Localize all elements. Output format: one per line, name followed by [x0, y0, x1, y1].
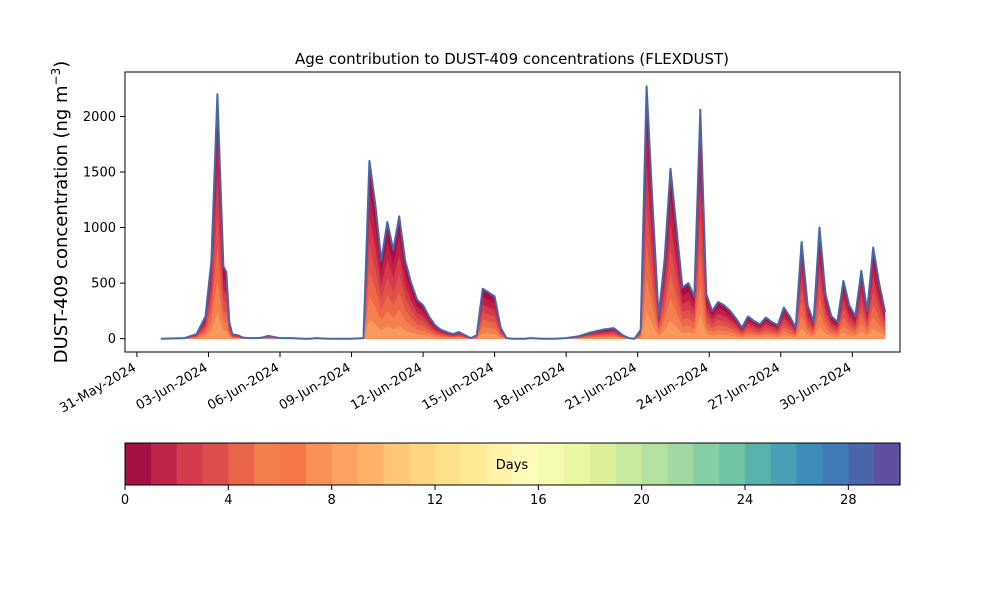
age-layer-5	[160, 278, 886, 339]
colorbar-bin	[796, 443, 824, 485]
colorbar-bin	[305, 443, 333, 485]
x-tick-label: 03-Jun-2024	[134, 360, 211, 413]
colorbar-frame	[124, 442, 901, 486]
colorbar-bin	[331, 443, 359, 485]
colorbar-bin	[641, 443, 669, 485]
x-tick-label: 27-Jun-2024	[706, 360, 783, 413]
colorbar-bin	[667, 443, 694, 485]
colorbar-tick-label: 16	[530, 493, 547, 508]
age-layer-0	[160, 86, 886, 339]
colorbar-tick-label: 8	[328, 493, 336, 508]
y-tick-label: 0	[108, 332, 116, 347]
y-tick-label: 1500	[83, 166, 116, 181]
colorbar-bin	[176, 443, 204, 485]
colorbar-bin	[125, 443, 152, 485]
x-tick-label: 30-Jun-2024	[777, 360, 854, 413]
colorbar-tick-label: 4	[224, 493, 232, 508]
colorbar-bin	[719, 443, 746, 485]
area-layers	[160, 86, 886, 339]
colorbar-bin	[615, 443, 643, 485]
colorbar-bin	[590, 443, 617, 485]
x-tick-label: 24-Jun-2024	[634, 360, 711, 413]
colorbar-bin	[486, 443, 514, 485]
x-tick-label: 15-Jun-2024	[420, 360, 497, 413]
colorbar-bin	[280, 443, 307, 485]
colorbar-label: Days	[496, 458, 529, 473]
x-tick-label: 06-Jun-2024	[205, 360, 282, 413]
colorbar-tick-label: 28	[840, 493, 857, 508]
age-layer-3	[160, 206, 886, 339]
x-tick-label: 31-May-2024	[57, 360, 139, 416]
colorbar-bin	[874, 443, 901, 485]
age-layer-2	[160, 167, 886, 339]
colorbar-bin	[383, 443, 410, 485]
colorbar	[125, 443, 901, 485]
x-tick-label: 09-Jun-2024	[277, 360, 354, 413]
colorbar-bin	[435, 443, 462, 485]
colorbar-bin	[693, 443, 720, 485]
y-axis-label: DUST-409 concentration (ng m−3)	[49, 61, 72, 364]
age-layer-1	[160, 127, 886, 339]
y-tick-label: 2000	[83, 110, 116, 125]
colorbar-bin	[202, 443, 229, 485]
y-axis-label-exponent: −3	[49, 68, 63, 86]
colorbar-bin	[822, 443, 849, 485]
y-axis-label-close: )	[51, 61, 72, 68]
x-tick-label: 21-Jun-2024	[563, 360, 640, 413]
colorbar-bin	[564, 443, 591, 485]
colorbar-bin	[538, 443, 565, 485]
x-tick-label: 18-Jun-2024	[491, 360, 568, 413]
total-concentration-line	[160, 85, 887, 340]
age-layer-6	[160, 311, 886, 339]
colorbar-axis: 0 4 8 12 16 20 24 28	[121, 485, 857, 508]
colorbar-bin	[512, 443, 539, 485]
colorbar-bin	[357, 443, 384, 485]
plot-frame	[124, 71, 901, 353]
colorbar-bin	[228, 443, 255, 485]
colorbar-tick-label: 20	[633, 493, 650, 508]
colorbar-bin	[150, 443, 178, 485]
y-tick-label: 1000	[83, 221, 116, 236]
y-axis-label-text: DUST-409 concentration (ng m	[51, 85, 72, 363]
x-axis: 31-May-202403-Jun-202406-Jun-202409-Jun-…	[57, 352, 854, 416]
colorbar-bin	[848, 443, 875, 485]
colorbar-tick-label: 24	[737, 493, 754, 508]
y-axis: 0 500 1000 1500 2000	[83, 110, 125, 347]
colorbar-tick-label: 12	[427, 493, 444, 508]
chart-title: Age contribution to DUST-409 concentrati…	[295, 50, 729, 68]
colorbar-bin	[409, 443, 436, 485]
colorbar-bin	[745, 443, 772, 485]
colorbar-tick-label: 0	[121, 493, 129, 508]
colorbar-bin	[460, 443, 488, 485]
colorbar-bin	[770, 443, 798, 485]
x-tick-label: 12-Jun-2024	[348, 360, 425, 413]
y-tick-label: 500	[91, 277, 116, 292]
colorbar-bin	[254, 443, 281, 485]
